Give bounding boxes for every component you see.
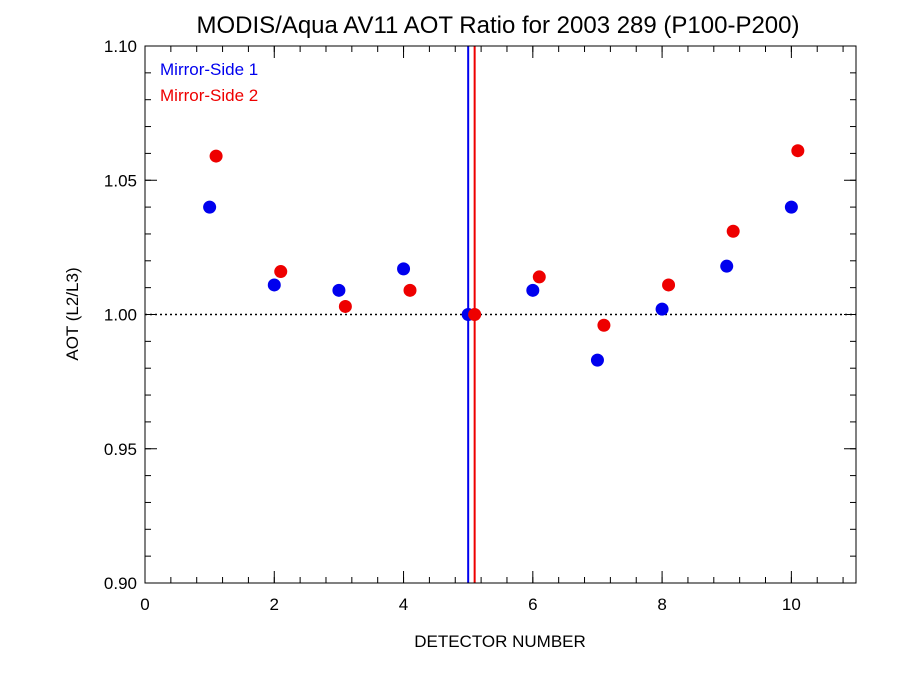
x-tick-label: 6 bbox=[528, 595, 537, 614]
data-points bbox=[203, 144, 805, 367]
y-tick-label: 0.90 bbox=[104, 574, 137, 593]
legend-label-mirror-side-2: Mirror-Side 2 bbox=[160, 86, 258, 105]
point-series-2 bbox=[791, 144, 805, 158]
point-series-1 bbox=[590, 353, 604, 367]
point-series-2 bbox=[209, 149, 223, 163]
x-tick-labels: 0 2 4 6 8 10 bbox=[140, 595, 801, 614]
point-series-1 bbox=[267, 278, 281, 292]
y-tick-label: 0.95 bbox=[104, 440, 137, 459]
point-series-1 bbox=[720, 259, 734, 273]
legend: Mirror-Side 1 Mirror-Side 2 bbox=[160, 60, 258, 105]
y-tick-label: 1.05 bbox=[104, 171, 137, 190]
point-series-1 bbox=[526, 283, 540, 297]
x-tick-label: 10 bbox=[782, 595, 801, 614]
x-tick-label: 8 bbox=[657, 595, 666, 614]
y-tick-label: 1.10 bbox=[104, 37, 137, 56]
plot-frame bbox=[144, 45, 857, 584]
point-series-1 bbox=[784, 200, 798, 214]
chart-title: MODIS/Aqua AV11 AOT Ratio for 2003 289 (… bbox=[196, 12, 799, 39]
point-series-1 bbox=[655, 302, 669, 316]
point-series-2 bbox=[468, 308, 482, 321]
x-axis-label: DETECTOR NUMBER bbox=[414, 632, 586, 651]
point-series-2 bbox=[532, 270, 546, 284]
point-series-2 bbox=[662, 278, 676, 292]
y-tick-labels: 0.90 0.95 1.00 1.05 1.10 bbox=[104, 37, 137, 593]
point-series-2 bbox=[597, 318, 611, 332]
y-tick-label: 1.00 bbox=[104, 306, 137, 325]
point-series-2 bbox=[726, 224, 740, 238]
x-tick-label: 0 bbox=[140, 595, 149, 614]
point-series-1 bbox=[332, 283, 346, 297]
x-tick-label: 4 bbox=[399, 595, 408, 614]
point-series-1 bbox=[397, 262, 411, 276]
legend-label-mirror-side-1: Mirror-Side 1 bbox=[160, 60, 258, 79]
y-axis-label: AOT (L2/L3) bbox=[63, 267, 82, 360]
point-series-2 bbox=[403, 283, 417, 297]
point-series-2 bbox=[338, 299, 352, 313]
point-series-2 bbox=[274, 265, 288, 279]
point-series-1 bbox=[203, 200, 217, 214]
x-tick-label: 2 bbox=[270, 595, 279, 614]
